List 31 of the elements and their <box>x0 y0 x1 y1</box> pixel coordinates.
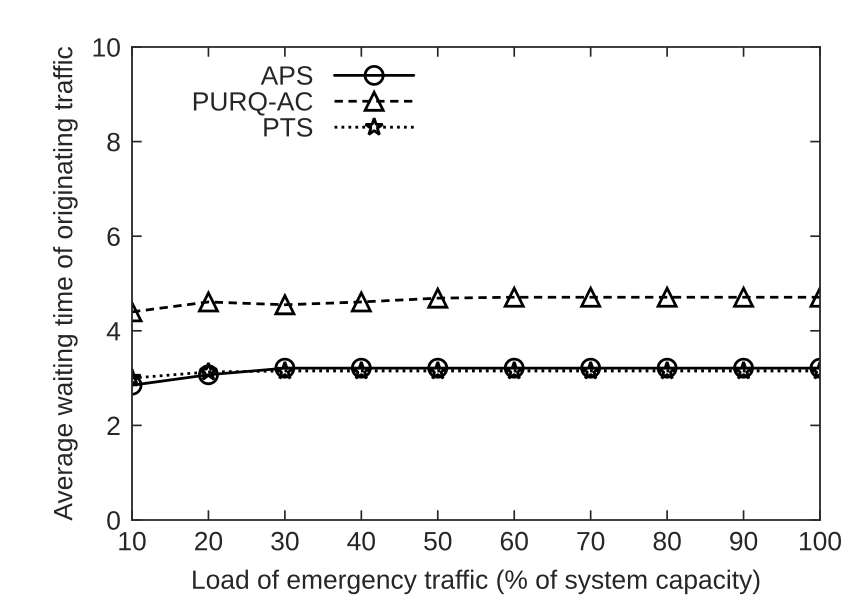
point <box>198 364 219 386</box>
y-tick-label: 10 <box>94 38 120 57</box>
x-tick-label: 100 <box>800 532 841 550</box>
point <box>274 294 296 316</box>
x-tick-label: 60 <box>500 532 528 550</box>
x-tick-label: 10 <box>119 532 146 550</box>
legend-label: APS <box>260 66 312 85</box>
x-tick-label: 80 <box>654 532 681 550</box>
point <box>580 286 602 308</box>
x-tick-label: 40 <box>347 532 375 550</box>
point <box>198 362 218 381</box>
legend-label: PURQ-AC <box>194 92 312 116</box>
y-tick-label: 6 <box>108 227 120 246</box>
x-tick-label: 20 <box>195 532 222 550</box>
x-tick-label: 90 <box>730 532 758 550</box>
x-tick-label: 70 <box>577 532 604 550</box>
legend-label: PTS <box>264 118 312 137</box>
point <box>504 286 525 308</box>
x-axis-title: Load of emergency traffic (% of system capacity) <box>193 570 760 594</box>
point <box>427 288 448 309</box>
point <box>656 286 678 308</box>
point <box>198 292 219 312</box>
x-tick-label: 50 <box>424 532 452 550</box>
y-tick-label: 0 <box>107 511 120 530</box>
point <box>350 292 372 312</box>
y-axis-title: Average waiting time of originating traffic <box>53 47 78 521</box>
y-tick-label: 2 <box>108 416 120 435</box>
y-tick-label: 4 <box>106 322 120 340</box>
y-tick-label: 8 <box>107 132 120 152</box>
x-tick-label: 30 <box>271 532 299 550</box>
point <box>733 286 754 308</box>
